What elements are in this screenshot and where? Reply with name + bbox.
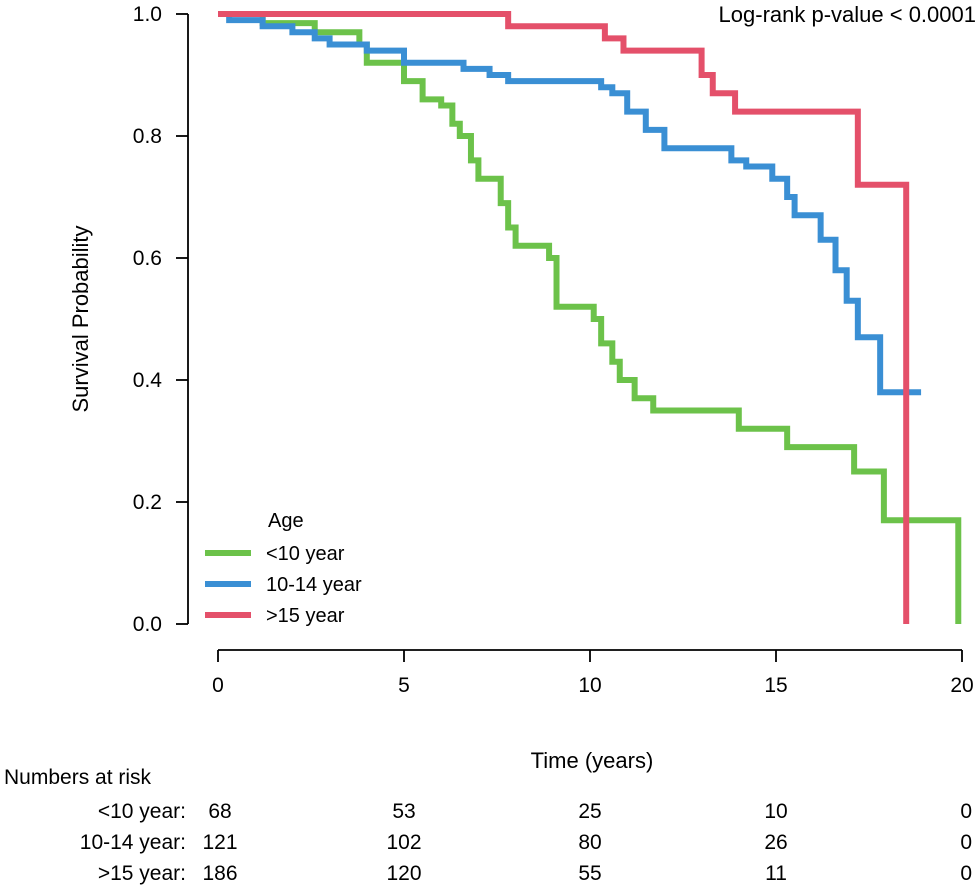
x-tick-label: 20	[950, 674, 973, 697]
survival-curve-under-10	[218, 11, 962, 624]
log-rank-annotation: Log-rank p-value < 0.0001	[719, 2, 976, 27]
survival-curves	[218, 11, 962, 624]
x-tick-label: 15	[764, 674, 787, 697]
survival-curve-10-14	[218, 11, 922, 396]
risk-row-label: <10 year:	[98, 800, 186, 823]
x-ticks: 0 5 10 15 20	[212, 650, 974, 697]
y-tick-label: 0.2	[133, 491, 162, 514]
legend-entries: <10 year 10-14 year >15 year	[205, 543, 362, 627]
x-tick-label: 0	[212, 674, 224, 697]
risk-value: 80	[578, 831, 601, 854]
legend: Age <10 year 10-14 year >15 year	[205, 510, 362, 627]
x-axis-title: Time (years)	[531, 748, 654, 773]
legend-label: >15 year	[266, 605, 345, 627]
risk-value: 0	[960, 831, 972, 854]
legend-label: 10-14 year	[266, 574, 362, 596]
risk-value: 10	[764, 800, 787, 823]
y-tick-label: 0.6	[133, 247, 162, 270]
risk-table-title: Numbers at risk	[4, 766, 152, 789]
risk-value: 53	[392, 800, 415, 823]
risk-value: 121	[202, 831, 237, 854]
risk-row-label: 10-14 year:	[80, 831, 186, 854]
risk-row-label: >15 year:	[98, 862, 186, 885]
y-tick-label: 0.4	[133, 369, 163, 392]
risk-rows: <10 year: 68 53 25 10 0 10-14 year: 121 102 80 26 0…	[80, 800, 972, 885]
risk-value: 25	[578, 800, 601, 823]
risk-value: 120	[386, 862, 421, 885]
risk-value: 26	[764, 831, 787, 854]
x-tick-label: 5	[398, 674, 410, 697]
y-axis: 0.0 0.2 0.4 0.6 0.8 1.0	[133, 3, 189, 636]
risk-value: 0	[960, 862, 972, 885]
risk-value: 11	[765, 862, 787, 885]
y-tick-label: 0.0	[133, 613, 162, 636]
risk-value: 55	[578, 862, 601, 885]
x-tick-label: 10	[578, 674, 601, 697]
y-ticks: 0.0 0.2 0.4 0.6 0.8 1.0	[133, 3, 188, 636]
risk-value: 102	[386, 831, 421, 854]
risk-value: 0	[960, 800, 972, 823]
x-axis: 0 5 10 15 20	[212, 649, 974, 697]
legend-label: <10 year	[266, 543, 345, 565]
legend-title: Age	[268, 510, 304, 532]
y-axis-title: Survival Probability	[68, 225, 93, 412]
risk-value: 186	[202, 862, 237, 885]
y-tick-label: 1.0	[133, 3, 162, 26]
risk-table: Numbers at risk <10 year: 68 53 25 10 0 10-14 …	[4, 766, 972, 885]
survival-curve-over-15	[218, 11, 910, 624]
risk-value: 68	[208, 800, 231, 823]
y-tick-label: 0.8	[133, 125, 162, 148]
